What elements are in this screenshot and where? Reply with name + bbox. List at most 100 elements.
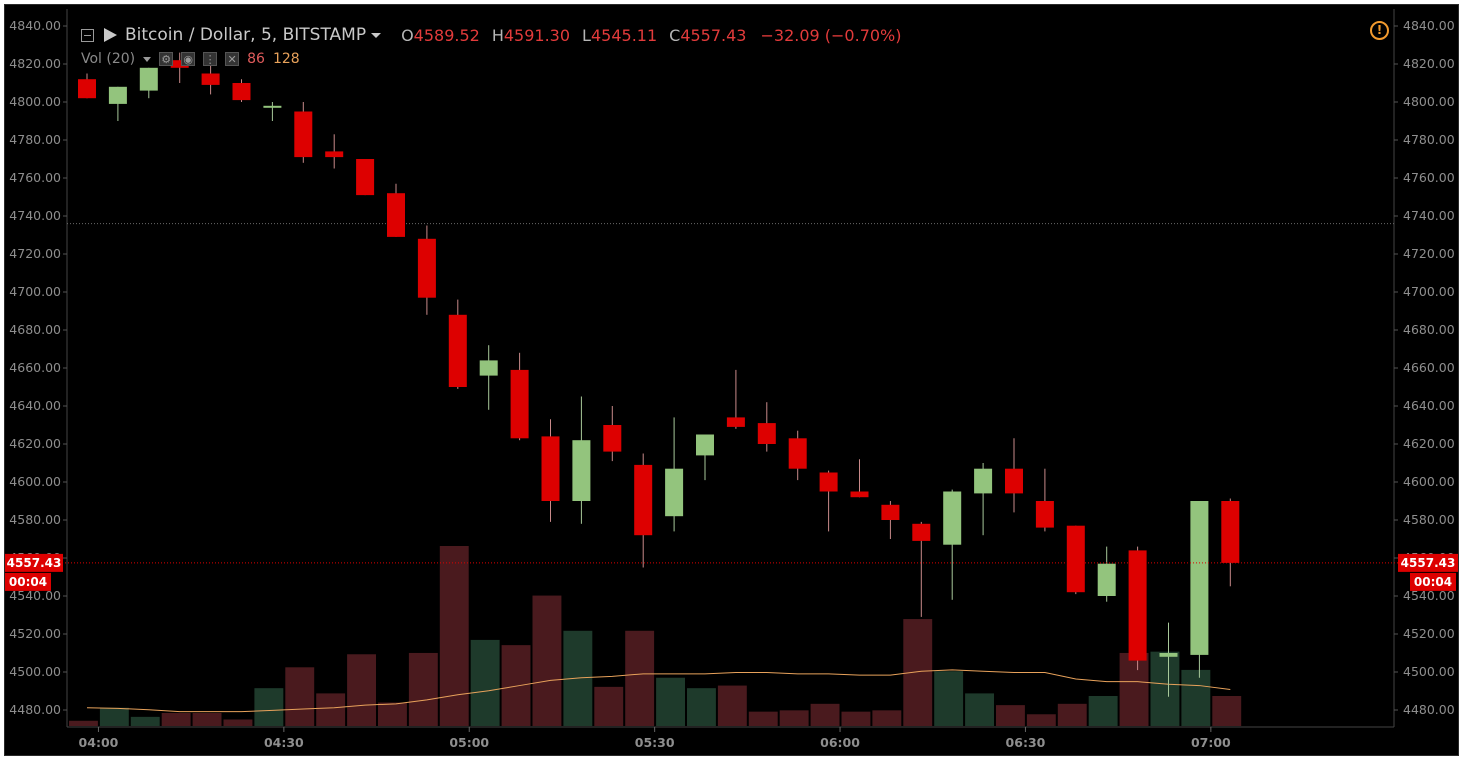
volume-bar: [656, 677, 685, 726]
y-tick-left: 4580.00: [9, 512, 61, 527]
candle-body: [1035, 501, 1054, 528]
y-tick-right: 4620.00: [1403, 436, 1455, 451]
volume-bar: [1057, 703, 1087, 726]
candle-body: [356, 159, 375, 196]
volume-bar: [1181, 669, 1211, 726]
y-tick-left: 4800.00: [9, 94, 61, 109]
last-price-tag-left: [5, 553, 63, 572]
open-key: O: [401, 25, 414, 45]
candle-body: [232, 83, 251, 101]
volume-bar: [347, 654, 376, 726]
candle-body: [1066, 525, 1085, 593]
collapse-icon[interactable]: [81, 28, 94, 42]
y-tick-right: 4600.00: [1403, 474, 1455, 489]
candle-body: [696, 434, 714, 456]
y-tick-right: 4480.00: [1403, 702, 1455, 717]
volume-bar: [408, 652, 438, 726]
chart-legend-header: Bitcoin / Dollar, 5, BITSTAMP O4589.52 H…: [81, 23, 902, 47]
volume-bar: [594, 686, 624, 726]
candle-body: [1097, 563, 1116, 596]
candle-body: [448, 314, 467, 387]
eye-icon[interactable]: ◉: [181, 52, 196, 66]
x-tick-label: 07:00: [1191, 735, 1231, 750]
last-price-tag-right-text: 4557.43: [1401, 556, 1456, 570]
y-tick-right: 4520.00: [1403, 626, 1455, 641]
y-tick-right: 4680.00: [1403, 322, 1455, 337]
volume-dropdown-caret-icon[interactable]: [143, 56, 152, 62]
countdown-tag-right-text: 00:04: [1414, 575, 1452, 589]
volume-value: 86: [247, 51, 265, 67]
candle-body: [912, 523, 931, 541]
volume-bar: [872, 710, 902, 726]
volume-bar: [532, 595, 562, 726]
volume-bar: [748, 711, 778, 726]
y-tick-right: 4660.00: [1403, 360, 1455, 375]
volume-bar: [625, 630, 655, 726]
volume-bar: [1088, 696, 1118, 726]
close-value: 4557.43: [680, 25, 747, 45]
candle-body: [603, 425, 622, 452]
candle-body: [1190, 501, 1209, 655]
volume-ma-line: [86, 669, 1231, 713]
high-value: 4591.30: [503, 25, 571, 45]
y-tick-left: 4660.00: [9, 360, 61, 375]
candle-body: [541, 436, 560, 501]
candle-body: [665, 468, 684, 517]
countdown-tag-left: [5, 572, 51, 591]
candle-body: [479, 360, 498, 376]
candle-body: [1221, 501, 1240, 563]
close-icon[interactable]: ✕: [225, 52, 240, 66]
volume-bar: [316, 693, 346, 726]
candle-body: [108, 86, 127, 104]
chart-frame[interactable]: 4480.00 4480.00 4500.00 4500.00 4520.00 4520.…: [4, 4, 1460, 757]
volume-bar: [130, 716, 160, 726]
candle-body: [201, 73, 220, 85]
candle-body: [788, 438, 807, 469]
last-price-tag-left-text: 4557.43: [7, 556, 62, 570]
y-tick-right: 4540.00: [1403, 588, 1455, 603]
volume-bar: [687, 688, 716, 726]
candle-body: [757, 423, 776, 444]
y-tick-right: 4640.00: [1403, 398, 1455, 413]
volume-bar: [439, 546, 469, 726]
y-tick-left: 4600.00: [9, 474, 61, 489]
candle-body: [78, 79, 96, 99]
y-tick-left: 4520.00: [9, 626, 61, 641]
alert-icon[interactable]: !: [1370, 21, 1389, 40]
y-tick-right: 4700.00: [1403, 284, 1455, 299]
volume-bar: [810, 703, 840, 726]
y-tick-right: 4740.00: [1403, 208, 1455, 223]
volume-bar: [285, 667, 315, 726]
symbol-title[interactable]: Bitcoin / Dollar, 5, BITSTAMP: [125, 25, 367, 45]
candle-body: [726, 417, 745, 427]
candle-body: [819, 472, 838, 492]
high-key: H: [491, 25, 504, 45]
y-tick-left: 4740.00: [9, 208, 61, 223]
price-chart[interactable]: 4480.00 4480.00 4500.00 4500.00 4520.00 4520.…: [5, 5, 1460, 757]
y-tick-left: 4640.00: [9, 398, 61, 413]
more-icon[interactable]: ⋮: [203, 52, 218, 66]
candle-body: [325, 151, 344, 158]
volume-indicator-label[interactable]: Vol (20): [81, 51, 136, 67]
volume-bar: [996, 705, 1025, 726]
y-tick-right: 4760.00: [1403, 170, 1455, 185]
price-change: −32.09 (−0.70%): [760, 25, 902, 45]
y-tick-left: 4820.00: [9, 56, 61, 71]
flag-icon[interactable]: [104, 28, 117, 42]
volume-bar: [254, 688, 284, 726]
volume-bar: [161, 712, 191, 726]
volume-bar: [99, 707, 129, 726]
candle-body: [263, 105, 282, 108]
symbol-dropdown-caret-icon[interactable]: [371, 32, 382, 38]
volume-bar: [1212, 696, 1242, 726]
y-tick-left: 4720.00: [9, 246, 61, 261]
candle-body: [170, 60, 189, 68]
y-tick-left: 4680.00: [9, 322, 61, 337]
volume-bar: [1119, 652, 1149, 726]
volume-bar: [841, 711, 871, 726]
settings-icon[interactable]: ⚙: [159, 52, 174, 66]
volume-bar: [378, 702, 407, 726]
y-tick-left: 4760.00: [9, 170, 61, 185]
x-tick-label: 05:30: [635, 735, 675, 750]
y-tick-left: 4700.00: [9, 284, 61, 299]
